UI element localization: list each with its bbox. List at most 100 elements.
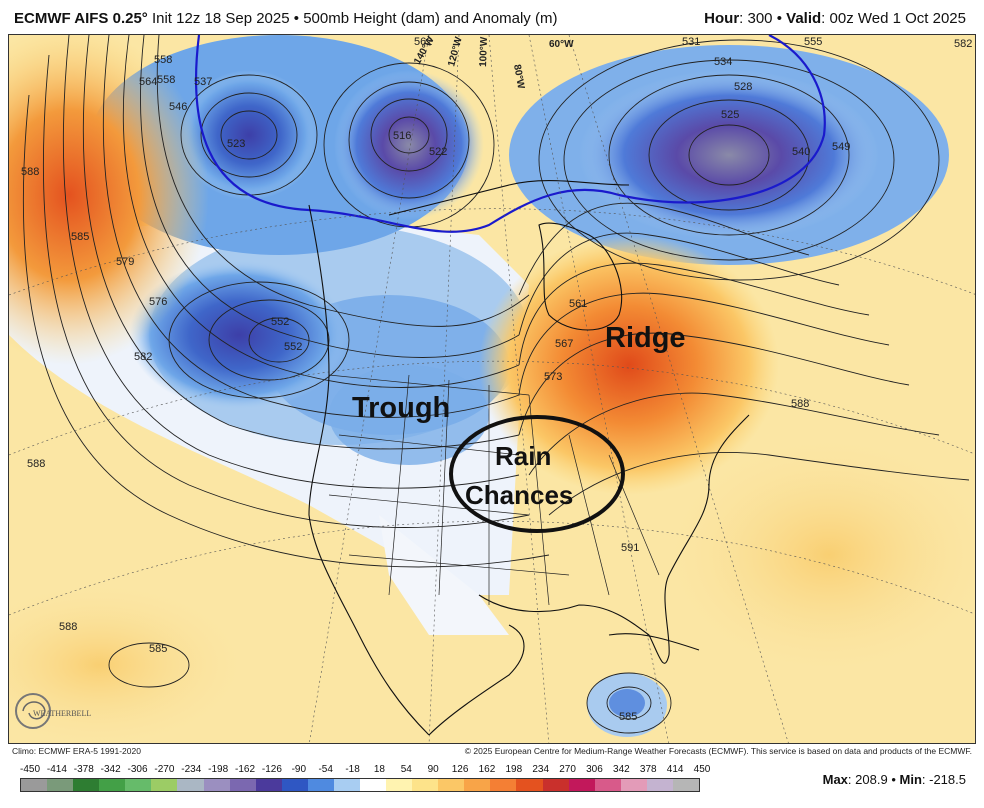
clabel-528b: 562 [414, 36, 432, 48]
colorbar-tick-label: 198 [505, 764, 523, 775]
colorbar-tick-label: -162 [235, 764, 256, 775]
colorbar-tick-label: -378 [73, 764, 94, 775]
colorbar-swatch [516, 779, 543, 791]
colorbar-swatch [307, 779, 334, 791]
colorbar-swatch [490, 779, 517, 791]
clabel-561: 561 [569, 298, 587, 310]
clabel-558b: 558 [154, 54, 172, 66]
colorbar-tick-label: 54 [400, 764, 412, 775]
colorbar-tick-label: -306 [127, 764, 148, 775]
weather-map: 564 558 537 546 523 516 522 528 531 534 … [8, 34, 976, 744]
colorbar-tick-label: 450 [693, 764, 711, 775]
colorbar-swatch [99, 779, 126, 791]
colorbar-swatch [73, 779, 100, 791]
clabel-585: 585 [71, 231, 89, 243]
clabel-534: 534 [714, 56, 732, 68]
colorbar-tick-label: 270 [559, 764, 576, 775]
colorbar-swatch [542, 779, 569, 791]
yukon-low [334, 70, 484, 220]
colorbar-swatch [255, 779, 282, 791]
colorbar-tick-label: 414 [666, 764, 684, 775]
maxmin-sep: • [891, 772, 896, 787]
colorbar-tick-label: 126 [451, 764, 469, 775]
colorbar-tick-label: -342 [100, 764, 121, 775]
alaska-low [179, 70, 319, 200]
colorbar-tick-label: -18 [345, 764, 360, 775]
colorbar-swatch [177, 779, 204, 791]
product-name: 500mb Height (dam) and Anomaly (m) [303, 10, 558, 27]
clabel-585b: 585 [149, 643, 167, 655]
colorbar-swatch [229, 779, 256, 791]
clabel-537: 537 [194, 76, 212, 88]
colorbar-swatch [412, 779, 439, 791]
colorbar-swatch [646, 779, 673, 791]
clabel-567: 567 [555, 338, 573, 350]
colorbar-tick-label: 90 [427, 764, 439, 775]
header-valid: Hour: 300 • Valid: 00z Wed 1 Oct 2025 [704, 10, 966, 27]
rain-label: Rain [495, 441, 551, 471]
ridge-anomaly [479, 235, 779, 495]
colorbar-swatch [47, 779, 74, 791]
clabel-573: 573 [544, 371, 562, 383]
colorbar-swatch [21, 779, 48, 791]
clabel-523: 523 [227, 138, 245, 150]
trough-label: Trough [352, 392, 450, 424]
clabel-525: 525 [721, 109, 739, 121]
hour-value: 300 [747, 10, 773, 27]
clabel-588c: 588 [59, 621, 77, 633]
colorbar-tick-label: -450 [19, 764, 41, 775]
clabel-552b: 552 [284, 341, 302, 353]
colorbar [20, 778, 700, 792]
clabel-576: 576 [149, 296, 167, 308]
sep-2: • [776, 10, 782, 27]
carib-low-core [609, 689, 645, 717]
borders [328, 374, 660, 606]
colorbar-swatch [620, 779, 647, 791]
clabel-555: 555 [804, 36, 822, 48]
copyright-note: © 2025 European Centre for Medium-Range … [464, 746, 972, 756]
colorbar-swatch [151, 779, 178, 791]
clabel-588: 588 [21, 166, 39, 178]
clabel-516: 516 [393, 130, 411, 142]
annotations: Ridge Trough Rain Chances [352, 322, 686, 510]
lon-100w: 100°W [478, 36, 490, 67]
valid-value: 00z Wed 1 Oct 2025 [829, 10, 966, 27]
colorbar-swatch [203, 779, 230, 791]
colorbar-swatch [568, 779, 595, 791]
climo-note: Climo: ECMWF ERA-5 1991-2020 [12, 746, 141, 756]
colorbar-tick-label: 162 [478, 764, 496, 775]
init-time: Init 12z 18 Sep 2025 [151, 10, 290, 27]
clabel-588b: 588 [791, 398, 809, 410]
weatherbell-swirl-icon [15, 693, 51, 729]
clabel-528: 528 [734, 81, 752, 93]
clabel-582: 582 [954, 38, 972, 50]
clabel-546: 546 [169, 101, 187, 113]
sep-1: • [293, 10, 300, 27]
clabel-588d: 588 [27, 458, 45, 470]
colorbar-swatch [281, 779, 308, 791]
map-svg: 564 558 537 546 523 516 522 528 531 534 … [9, 35, 975, 743]
clabel-591: 591 [621, 542, 639, 554]
clabel-585c: 585 [619, 711, 637, 723]
max-min: Max: 208.9 • Min: -218.5 [822, 772, 966, 787]
colorbar-swatch [464, 779, 491, 791]
min-label: Min [899, 772, 922, 787]
clabel-522: 522 [429, 146, 447, 158]
max-value: 208.9 [855, 772, 888, 787]
clabel-579: 579 [116, 256, 134, 268]
clabel-531: 531 [682, 36, 700, 48]
clabel-558: 558 [157, 74, 175, 86]
rain-chances-circle [449, 415, 625, 533]
colorbar-tick-label: 234 [532, 764, 550, 775]
weatherbell-logo: WEATHERBELL [15, 693, 91, 729]
epac-pos [9, 575, 259, 743]
colorbar-tick-label: -90 [291, 764, 307, 775]
max-label: Max [822, 772, 848, 787]
colorbar-tick-label: -270 [154, 764, 175, 775]
clabel-564: 564 [139, 76, 157, 88]
clabel-552: 552 [271, 316, 289, 328]
colorbar-tick-label: -414 [46, 764, 67, 775]
colorbar-tick-label: 378 [639, 764, 657, 775]
height-contours [22, 35, 970, 734]
map-header: ECMWF AIFS 0.25° Init 12z 18 Sep 2025 • … [0, 0, 984, 34]
